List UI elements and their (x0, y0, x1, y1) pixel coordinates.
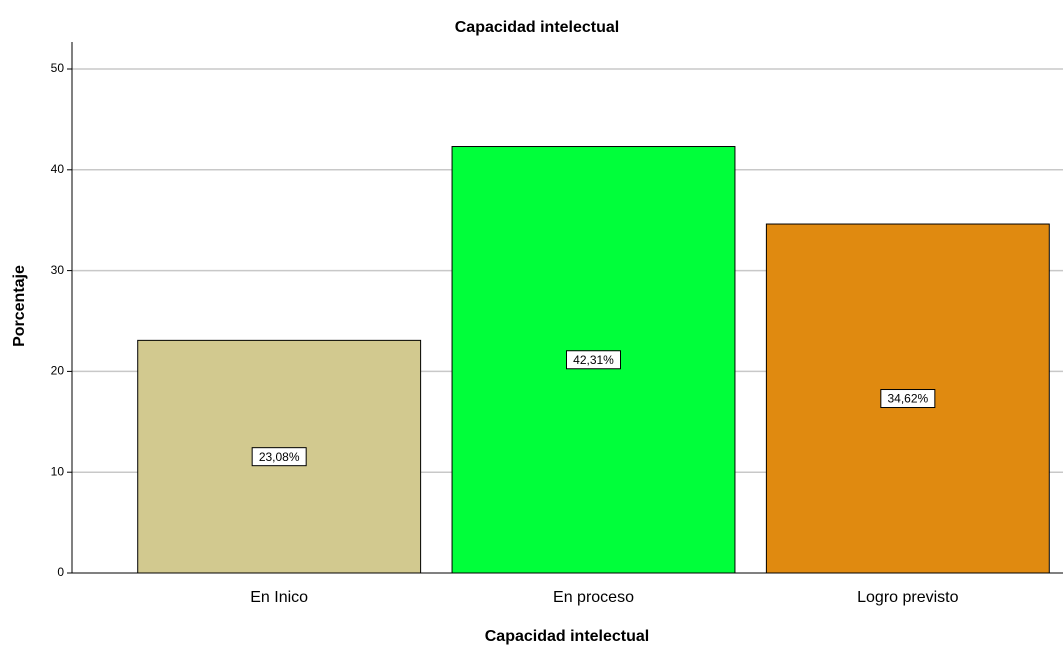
y-axis-title: Porcentaje (11, 265, 28, 347)
y-tick-label: 50 (51, 61, 65, 75)
x-axis-title: Capacidad intelectual (485, 628, 650, 645)
y-tick-label: 0 (57, 565, 64, 579)
value-label: 42,31% (573, 353, 614, 367)
value-label-box (880, 389, 936, 409)
x-tick-label: Logro previsto (857, 589, 958, 606)
value-label: 23,08% (259, 450, 300, 464)
chart-title: Capacidad intelectual (455, 19, 620, 36)
y-tick-label: 10 (51, 464, 65, 478)
y-tick-label: 40 (51, 162, 65, 176)
value-label-box (566, 350, 621, 370)
x-tick-label: En proceso (553, 589, 634, 606)
y-tick-label: 30 (51, 263, 65, 277)
x-tick-label: En Inico (250, 589, 308, 606)
y-tick-label: 20 (51, 364, 65, 378)
value-label: 34,62% (887, 392, 928, 406)
value-label-box (251, 447, 307, 467)
